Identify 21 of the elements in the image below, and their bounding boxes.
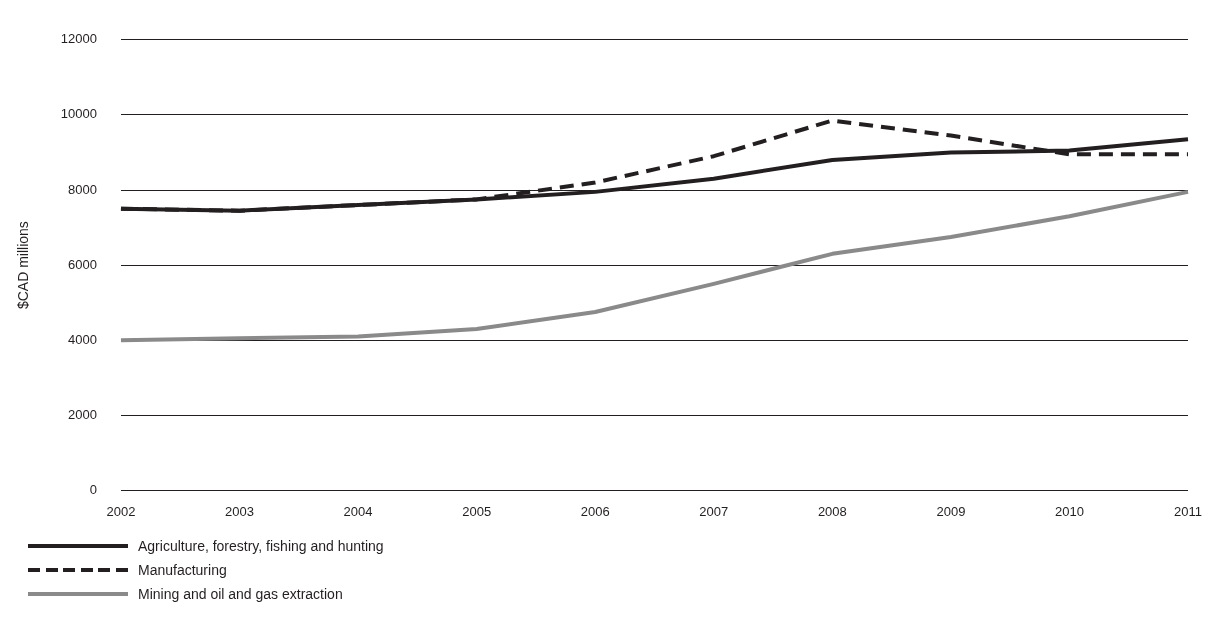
x-tick-label: 2004 [343,503,373,519]
legend-label: Manufacturing [138,562,227,578]
y-tick-label: 8000 [68,181,97,197]
x-tick-label: 2006 [580,503,610,519]
y-axis-title: $CAD millions [15,221,32,310]
y-tick-label: 10000 [60,106,97,122]
x-tick-label: 2008 [817,503,847,519]
legend-label: Agriculture, forestry, fishing and hunting [138,538,384,554]
legend-label: Mining and oil and gas extraction [138,586,343,602]
x-tick-label: 2007 [699,503,729,519]
x-tick-label: 2005 [462,503,492,519]
y-tick-label: 2000 [68,406,97,422]
y-tick-label: 6000 [68,256,97,272]
y-tick-label: 0 [89,481,97,497]
y-tick-label: 12000 [60,31,97,47]
x-tick-label: 2009 [936,503,966,519]
y-tick-label: 4000 [68,331,97,347]
x-tick-label: 2011 [1174,503,1203,519]
x-tick-label: 2003 [225,503,254,519]
x-tick-label: 2002 [106,503,136,519]
x-tick-label: 2010 [1055,503,1084,519]
